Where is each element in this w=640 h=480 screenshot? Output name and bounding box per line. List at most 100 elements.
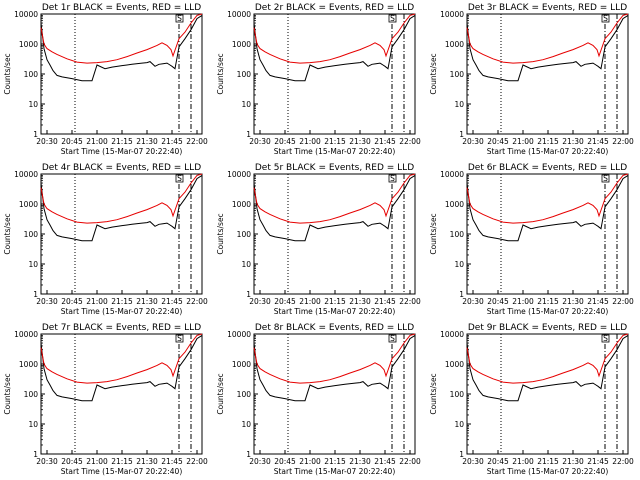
- y-tick-label: 1: [246, 130, 251, 139]
- y-tick-label: 100: [24, 390, 39, 399]
- lld-series-line: [40, 173, 203, 224]
- y-axis-label: Counts/sec: [216, 53, 225, 94]
- y-tick-label: 10000: [227, 330, 251, 339]
- x-tick-label: 20:45: [487, 457, 509, 466]
- y-tick-label: 1000: [445, 200, 464, 209]
- x-tick-label: 20:30: [36, 457, 58, 466]
- y-tick-label: 100: [237, 230, 252, 239]
- plot-frame: [466, 333, 629, 455]
- marker-box: [601, 334, 610, 343]
- y-tick-label: 1000: [19, 200, 38, 209]
- y-tick-label: 10: [241, 100, 251, 109]
- y-tick-label: 10: [241, 420, 251, 429]
- x-tick-label: 21:15: [111, 457, 133, 466]
- y-axis-label: Counts/sec: [3, 53, 12, 94]
- x-tick-label: 21:45: [161, 297, 183, 306]
- x-tick-label: 21:30: [562, 297, 584, 306]
- x-tick-label: 20:45: [274, 297, 296, 306]
- x-tick-label: 20:30: [249, 457, 271, 466]
- x-tick-label: 20:45: [274, 457, 296, 466]
- y-tick-label: 10: [454, 260, 464, 269]
- y-tick-label: 10000: [440, 330, 464, 339]
- x-tick-label: 21:30: [349, 297, 371, 306]
- rate-chart-svg: Det 6r BLACK = Events, RED = LLD 1 10 100 10…: [429, 163, 634, 316]
- marker-label: S: [177, 174, 182, 183]
- y-axis-label: Counts/sec: [429, 213, 438, 254]
- y-tick-label: 100: [450, 390, 465, 399]
- x-axis-label: Start Time (15-Mar-07 20:22:40): [274, 147, 396, 156]
- chart-title: Det 4r BLACK = Events, RED = LLD: [42, 163, 201, 173]
- x-tick-label: 20:30: [462, 137, 484, 146]
- marker-box: [388, 14, 397, 23]
- x-tick-label: 21:15: [537, 297, 559, 306]
- plot-frame: [40, 333, 203, 455]
- marker-label: S: [390, 334, 395, 343]
- x-tick-label: 21:30: [349, 457, 371, 466]
- plot-frame: [253, 173, 416, 295]
- y-tick-label: 10000: [14, 170, 38, 179]
- y-tick-label: 1000: [19, 40, 38, 49]
- y-tick-label: 1: [33, 450, 38, 459]
- y-tick-label: 100: [450, 70, 465, 79]
- x-tick-label: 21:00: [512, 297, 534, 306]
- x-tick-label: 21:45: [374, 457, 396, 466]
- detector-panel: Det 6r BLACK = Events, RED = LLD 1 10 100 10…: [426, 160, 639, 320]
- marker-box: [175, 334, 184, 343]
- y-axis-label: Counts/sec: [216, 213, 225, 254]
- y-tick-label: 100: [24, 70, 39, 79]
- x-tick-label: 21:15: [324, 297, 346, 306]
- y-tick-label: 1: [33, 290, 38, 299]
- y-tick-label: 1: [33, 130, 38, 139]
- x-tick-label: 20:45: [61, 457, 83, 466]
- y-tick-label: 10000: [14, 330, 38, 339]
- lld-series-line: [253, 333, 416, 384]
- y-tick-label: 1000: [445, 360, 464, 369]
- plot-frame: [40, 173, 203, 295]
- marker-label: S: [177, 334, 182, 343]
- x-tick-label: 22:00: [399, 137, 421, 146]
- y-axis-label: Counts/sec: [429, 53, 438, 94]
- y-axis-label: Counts/sec: [429, 373, 438, 414]
- y-tick-label: 1000: [19, 360, 38, 369]
- rate-chart-svg: Det 5r BLACK = Events, RED = LLD 1 10 100 10…: [216, 163, 421, 316]
- x-axis-label: Start Time (15-Mar-07 20:22:40): [487, 307, 609, 316]
- x-tick-label: 21:30: [562, 137, 584, 146]
- x-tick-label: 22:00: [612, 297, 634, 306]
- chart-title: Det 3r BLACK = Events, RED = LLD: [468, 3, 627, 13]
- x-tick-label: 22:00: [186, 137, 208, 146]
- x-tick-label: 20:45: [487, 137, 509, 146]
- detector-panel: Det 2r BLACK = Events, RED = LLD 1 10 100 10…: [213, 0, 426, 160]
- rate-chart-svg: Det 3r BLACK = Events, RED = LLD 1 10 100 10…: [429, 3, 634, 156]
- lld-series-line: [466, 333, 629, 384]
- chart-title: Det 7r BLACK = Events, RED = LLD: [42, 323, 201, 333]
- x-tick-label: 21:15: [324, 137, 346, 146]
- x-tick-label: 20:30: [249, 297, 271, 306]
- chart-title: Det 6r BLACK = Events, RED = LLD: [468, 163, 627, 173]
- events-series-line: [40, 14, 203, 82]
- y-axis-label: Counts/sec: [3, 213, 12, 254]
- chart-title: Det 5r BLACK = Events, RED = LLD: [255, 163, 414, 173]
- x-tick-label: 21:30: [136, 297, 158, 306]
- events-series-line: [40, 174, 203, 242]
- y-tick-label: 1: [459, 450, 464, 459]
- y-tick-label: 100: [450, 230, 465, 239]
- x-tick-label: 21:30: [349, 137, 371, 146]
- x-tick-label: 21:00: [299, 137, 321, 146]
- x-tick-label: 20:45: [61, 137, 83, 146]
- y-axis-label: Counts/sec: [3, 373, 12, 414]
- y-tick-label: 1000: [232, 40, 251, 49]
- x-axis-label: Start Time (15-Mar-07 20:22:40): [274, 307, 396, 316]
- x-tick-label: 21:00: [86, 137, 108, 146]
- marker-label: S: [603, 334, 608, 343]
- x-tick-label: 20:45: [487, 297, 509, 306]
- x-tick-label: 21:15: [111, 137, 133, 146]
- x-tick-label: 20:45: [274, 137, 296, 146]
- x-tick-label: 21:30: [136, 457, 158, 466]
- marker-label: S: [390, 174, 395, 183]
- x-tick-label: 21:00: [512, 457, 534, 466]
- rate-chart-svg: Det 9r BLACK = Events, RED = LLD 1 10 100 10…: [429, 323, 634, 476]
- marker-box: [175, 174, 184, 183]
- detector-panel: Det 7r BLACK = Events, RED = LLD 1 10 100 10…: [0, 320, 213, 480]
- y-tick-label: 10000: [227, 10, 251, 19]
- x-tick-label: 21:45: [374, 137, 396, 146]
